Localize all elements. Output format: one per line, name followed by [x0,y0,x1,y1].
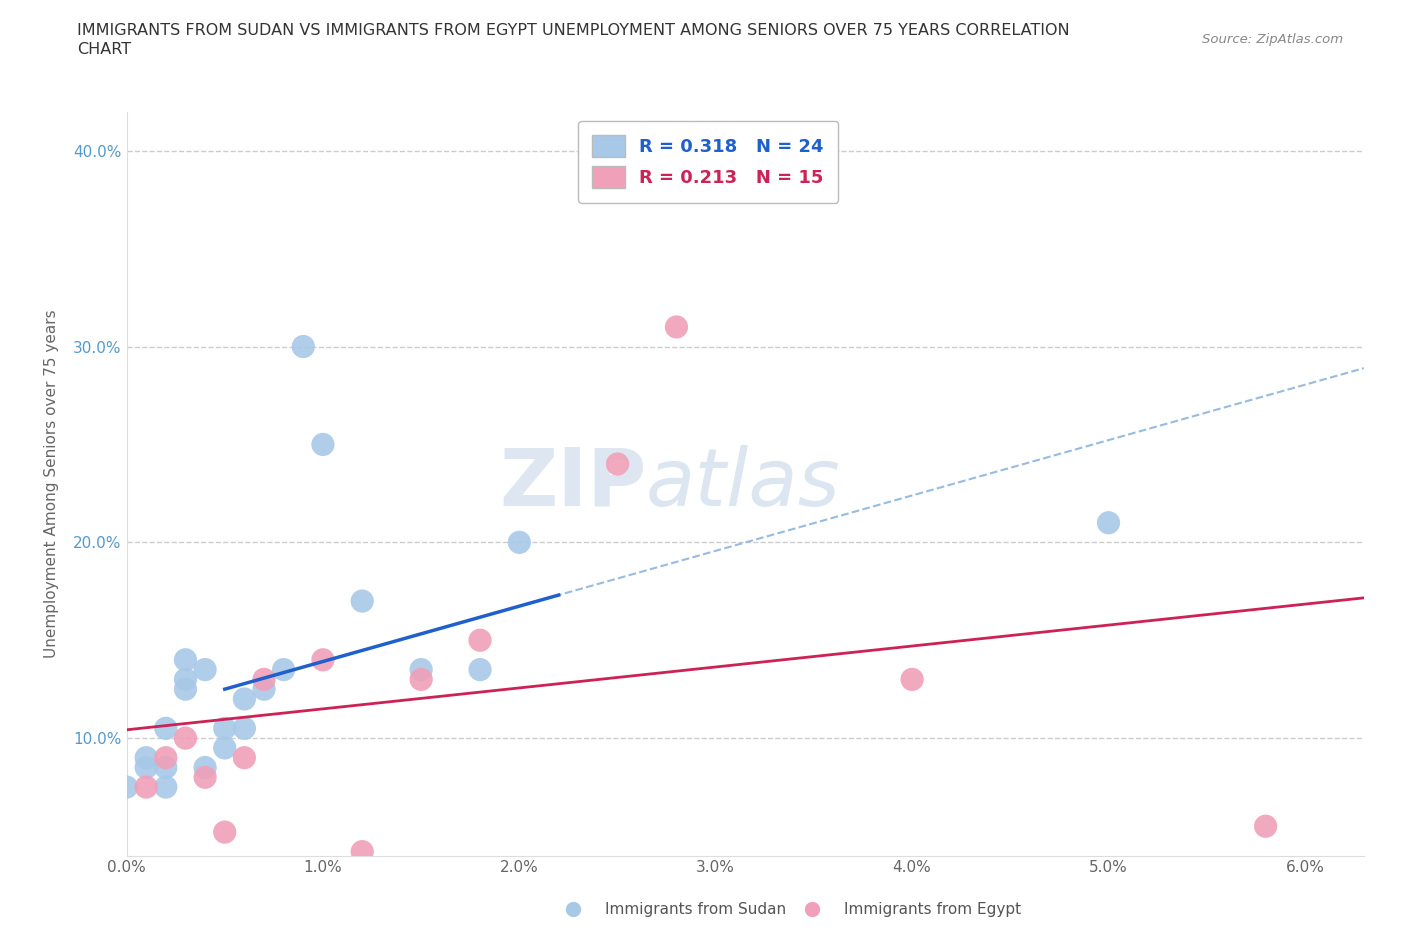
Point [292,339,315,354]
Point [155,721,177,736]
Point [411,662,433,677]
Point [115,779,138,794]
Legend: R = 0.318   N = 24, R = 0.213   N = 15: R = 0.318 N = 24, R = 0.213 N = 15 [578,121,838,203]
Point [606,457,628,472]
Point [155,751,177,765]
Point [233,721,256,736]
Point [174,731,197,746]
Text: CHART: CHART [77,42,131,57]
Point [135,760,157,775]
Point [233,751,256,765]
Point [273,662,295,677]
Point [194,770,217,785]
Point [1254,818,1277,833]
Point [665,320,688,335]
Text: Immigrants from Egypt: Immigrants from Egypt [844,902,1021,917]
Point [312,652,335,667]
Point [1097,515,1119,530]
Point [562,901,585,916]
Point [155,760,177,775]
Point [214,740,236,755]
Y-axis label: Unemployment Among Seniors over 75 years: Unemployment Among Seniors over 75 years [45,310,59,658]
Point [901,672,924,687]
Point [214,721,236,736]
Point [174,652,197,667]
Point [174,682,197,697]
Point [214,825,236,840]
Point [194,760,217,775]
Text: atlas: atlas [647,445,841,523]
Point [135,751,157,765]
Point [411,672,433,687]
Point [352,844,374,859]
Point [155,779,177,794]
Point [468,632,491,647]
Point [312,437,335,452]
Point [468,662,491,677]
Point [233,692,256,707]
Text: IMMIGRANTS FROM SUDAN VS IMMIGRANTS FROM EGYPT UNEMPLOYMENT AMONG SENIORS OVER 7: IMMIGRANTS FROM SUDAN VS IMMIGRANTS FROM… [77,23,1070,38]
Point [194,662,217,677]
Text: Immigrants from Sudan: Immigrants from Sudan [605,902,786,917]
Text: Source: ZipAtlas.com: Source: ZipAtlas.com [1202,33,1343,46]
Point [253,682,276,697]
Point [801,901,824,916]
Point [508,535,530,550]
Point [174,672,197,687]
Text: ZIP: ZIP [499,445,647,523]
Point [135,779,157,794]
Point [253,672,276,687]
Point [352,593,374,608]
